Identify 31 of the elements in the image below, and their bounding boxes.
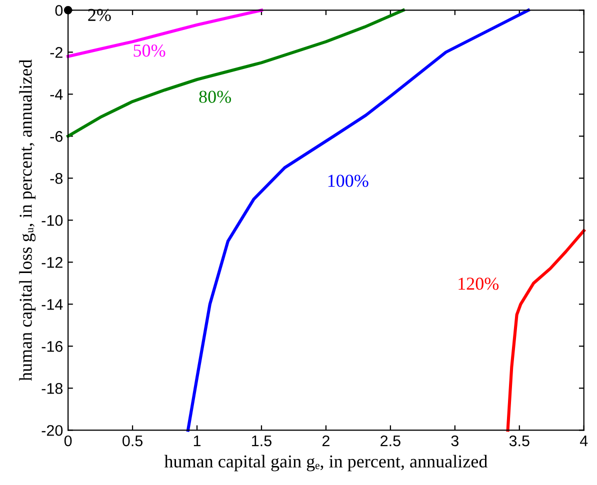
x-axis-title: human capital gain gₑ, in percent, annualized <box>164 454 488 472</box>
x-tick-label: 0.5 <box>122 435 143 446</box>
y-tick-label: -18 <box>42 383 63 394</box>
line-series <box>506 229 586 432</box>
line-series <box>66 8 405 138</box>
x-tick-label: 2.5 <box>380 435 400 446</box>
y-tick-label: -8 <box>50 173 63 184</box>
y-tick-label: -20 <box>42 425 63 436</box>
annotation: 50% <box>134 44 166 57</box>
annotation: 100% <box>328 174 368 187</box>
annotation: 80% <box>199 90 231 103</box>
y-tick-label: 0 <box>55 5 63 16</box>
y-tick-label: -4 <box>50 89 63 100</box>
y-axis-title: human capital loss gᵤ, in percent, annualized <box>19 60 36 381</box>
y-tick-label: -12 <box>42 257 62 268</box>
y-tick-label: -14 <box>42 299 63 310</box>
y-tick-label: -2 <box>50 47 62 58</box>
line-series <box>186 8 530 432</box>
y-tick-label: -16 <box>42 341 63 352</box>
annotation: 2% <box>88 8 111 22</box>
x-tick-label: 3.5 <box>509 435 530 446</box>
y-tick-label: -10 <box>42 215 63 226</box>
x-tick-label: 4 <box>580 436 588 446</box>
y-tick-label: -6 <box>50 131 63 142</box>
x-tick-label: 3 <box>451 435 458 446</box>
x-tick-label: 1 <box>194 436 201 446</box>
x-tick-label: 0 <box>64 435 72 446</box>
line-series <box>66 8 264 58</box>
x-tick-label: 2 <box>322 435 330 446</box>
x-tick-label: 1.5 <box>252 436 272 446</box>
annotation: 120% <box>458 278 499 290</box>
